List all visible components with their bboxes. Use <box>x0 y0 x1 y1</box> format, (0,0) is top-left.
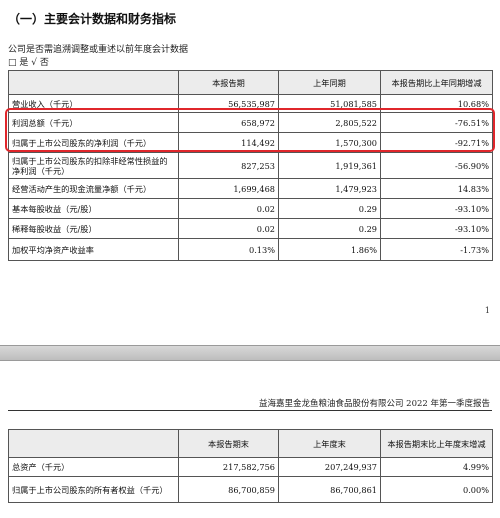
row-label: 基本每股收益（元/股） <box>8 198 179 219</box>
cell-value: 1,479,923 <box>278 178 381 199</box>
cell-value: 10.68% <box>380 94 493 113</box>
balance-data-table: 本报告期末 上年度末 本报告期末比上年度末增减 总资产（千元） 217,582,… <box>8 429 493 503</box>
cell-value: 658,972 <box>178 112 279 133</box>
header-cell <box>8 70 179 95</box>
cell-value: 0.13% <box>178 238 279 261</box>
table-row: 总资产（千元） 217,582,756 207,249,937 4.99% <box>8 457 493 477</box>
cell-value: 114,492 <box>178 132 279 153</box>
restatement-question: 公司是否需追溯调整或重述以前年度会计数据 <box>8 45 189 55</box>
cell-value: 217,582,756 <box>178 457 279 477</box>
header-cell: 上年同期 <box>278 70 381 95</box>
row-label: 利润总额（千元） <box>8 112 179 133</box>
cell-value: -92.71% <box>380 132 493 153</box>
header-cell: 本报告期末比上年度末增减 <box>380 429 493 458</box>
cell-value: 86,700,861 <box>278 476 381 503</box>
cell-value: 1,570,300 <box>278 132 381 153</box>
header-cell: 本报告期末 <box>178 429 279 458</box>
table-row: 加权平均净资产收益率 0.13% 1.86% -1.73% <box>8 238 493 261</box>
report-header: 益海嘉里金龙鱼粮油食品股份有限公司 2022 年第一季度报告 <box>258 399 490 409</box>
cell-value: 0.02 <box>178 198 279 219</box>
page-number: 1 <box>484 306 490 315</box>
row-label: 归属于上市公司股东的所有者权益（千元） <box>8 476 179 503</box>
cell-value: -56.90% <box>380 152 493 179</box>
table-row: 营业收入（千元） 56,535,987 51,081,585 10.68% <box>8 94 493 113</box>
table-row: 归属于上市公司股东的净利润（千元） 114,492 1,570,300 -92.… <box>8 132 493 153</box>
header-cell: 上年度末 <box>278 429 381 458</box>
cell-value: 1,699,468 <box>178 178 279 199</box>
table-row: 归属于上市公司股东的所有者权益（千元） 86,700,859 86,700,86… <box>8 476 493 503</box>
header-cell <box>8 429 179 458</box>
table-row: 稀释每股收益（元/股） 0.02 0.29 -93.10% <box>8 218 493 239</box>
table-row: 利润总额（千元） 658,972 2,805,522 -76.51% <box>8 112 493 133</box>
cell-value: 0.29 <box>278 198 381 219</box>
cell-value: 4.99% <box>380 457 493 477</box>
table-row: 经营活动产生的现金流量净额（千元） 1,699,468 1,479,923 14… <box>8 178 493 199</box>
cell-value: -93.10% <box>380 198 493 219</box>
row-label: 归属于上市公司股东的净利润（千元） <box>8 132 179 153</box>
cell-value: 0.00% <box>380 476 493 503</box>
table-row: 归属于上市公司股东的扣除非经常性损益的净利润（千元） 827,253 1,919… <box>8 152 493 179</box>
header-cell: 本报告期比上年同期增减 <box>380 70 493 95</box>
financial-data-table: 本报告期 上年同期 本报告期比上年同期增减 营业收入（千元） 56,535,98… <box>8 70 493 261</box>
row-label: 经营活动产生的现金流量净额（千元） <box>8 178 179 199</box>
cell-value: -76.51% <box>380 112 493 133</box>
cell-value: 827,253 <box>178 152 279 179</box>
cell-value: 1.86% <box>278 238 381 261</box>
cell-value: 0.29 <box>278 218 381 239</box>
header-divider <box>8 410 492 411</box>
row-label: 总资产（千元） <box>8 457 179 477</box>
cell-value: 2,805,522 <box>278 112 381 133</box>
page-break-band <box>0 345 500 361</box>
cell-value: 86,700,859 <box>178 476 279 503</box>
cell-value: 56,535,987 <box>178 94 279 113</box>
cell-value: -93.10% <box>380 218 493 239</box>
header-cell: 本报告期 <box>178 70 279 95</box>
row-label: 加权平均净资产收益率 <box>8 238 179 261</box>
cell-value: -1.73% <box>380 238 493 261</box>
cell-value: 1,919,361 <box>278 152 381 179</box>
table-header-row: 本报告期末 上年度末 本报告期末比上年度末增减 <box>8 429 493 458</box>
row-label: 稀释每股收益（元/股） <box>8 218 179 239</box>
table-row: 基本每股收益（元/股） 0.02 0.29 -93.10% <box>8 198 493 219</box>
cell-value: 0.02 <box>178 218 279 239</box>
cell-value: 51,081,585 <box>278 94 381 113</box>
restatement-answer: □ 是 √ 否 <box>8 58 49 68</box>
cell-value: 207,249,937 <box>278 457 381 477</box>
row-label: 营业收入（千元） <box>8 94 179 113</box>
row-label: 归属于上市公司股东的扣除非经常性损益的净利润（千元） <box>8 152 179 179</box>
table-header-row: 本报告期 上年同期 本报告期比上年同期增减 <box>8 70 493 95</box>
cell-value: 14.83% <box>380 178 493 199</box>
section-title: （一）主要会计数据和财务指标 <box>8 12 177 26</box>
